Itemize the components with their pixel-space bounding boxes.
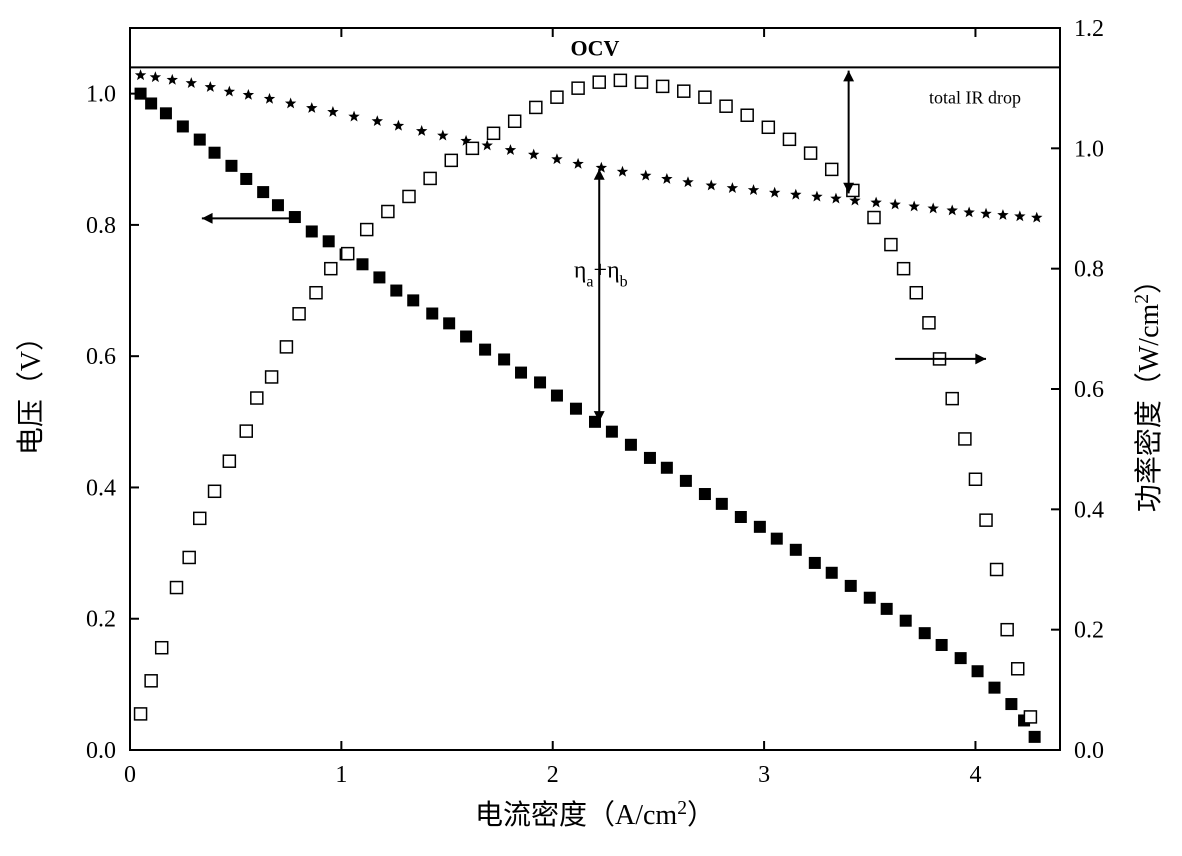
y2-axis-label: 功率密度（W/cm2） <box>1132 266 1166 512</box>
plot-border <box>130 28 1060 750</box>
x-tick-label: 2 <box>547 762 559 788</box>
y1-tick-label: 0.0 <box>86 738 116 764</box>
y2-tick-label: 0.2 <box>1074 618 1104 644</box>
chart-root: 0 1 2 3 4 0.0 0.2 0.4 0.6 0.8 1.0 0.0 0.2 0.4 0.6 0.8 1.… <box>0 0 1182 856</box>
y2-tick-label: 0.6 <box>1074 377 1104 403</box>
y1-tick-label: 0.2 <box>86 607 116 633</box>
y1-tick-label: 0.6 <box>86 344 116 370</box>
y2-tick-label: 0.0 <box>1074 738 1104 764</box>
x-tick-label: 4 <box>969 762 981 788</box>
chart-svg: 0 1 2 3 4 0.0 0.2 0.4 0.6 0.8 1.0 0.0 0.2 0.4 0.6 0.8 1.… <box>0 0 1182 856</box>
y2-tick-label: 1.2 <box>1074 16 1104 42</box>
y1-axis-label: 电压（V） <box>15 323 47 455</box>
y2-tick-label: 0.4 <box>1074 497 1104 523</box>
y1-tick-label: 0.8 <box>86 213 116 239</box>
y2-tick-label: 1.0 <box>1074 136 1104 162</box>
x-tick-label: 1 <box>335 762 347 788</box>
eta-label: ηa+ηb <box>574 257 628 290</box>
y2-tick-label: 0.8 <box>1074 257 1104 283</box>
series-ir-free-voltage <box>135 69 1043 222</box>
x-axis-label: 电流密度（A/cm2） <box>475 798 715 832</box>
y1-tick-label: 1.0 <box>86 82 116 108</box>
ir-drop-label: total IR drop <box>929 87 1021 107</box>
series-voltage <box>135 88 1041 743</box>
ocv-label: OCV <box>571 36 620 61</box>
x-tick-label: 3 <box>758 762 770 788</box>
y1-tick-label: 0.4 <box>86 475 116 501</box>
x-tick-label: 0 <box>124 762 136 788</box>
